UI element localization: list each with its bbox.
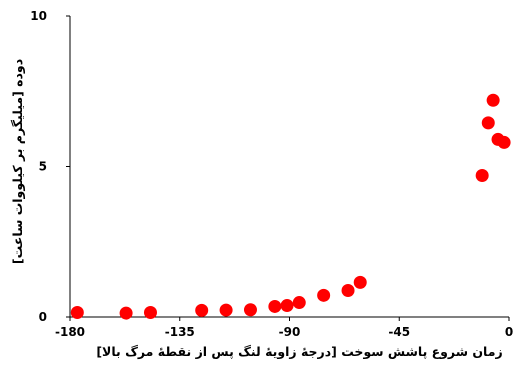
data-point bbox=[195, 303, 209, 317]
data-point bbox=[292, 296, 306, 310]
data-point bbox=[70, 305, 84, 319]
data-point bbox=[219, 303, 233, 317]
data-point bbox=[243, 303, 257, 317]
data-point bbox=[481, 116, 495, 130]
data-point bbox=[475, 169, 489, 183]
data-point bbox=[143, 305, 157, 319]
data-point bbox=[280, 299, 294, 313]
data-point bbox=[317, 288, 331, 302]
data-point bbox=[341, 284, 355, 298]
y-tick-label: 5 bbox=[39, 160, 47, 174]
y-tick-label: 0 bbox=[39, 310, 47, 324]
data-point bbox=[119, 306, 133, 320]
axes bbox=[66, 15, 510, 321]
x-tick-label: 0 bbox=[505, 325, 513, 339]
data-point bbox=[268, 299, 282, 313]
x-axis-title: زمان شروع پاشش سوخت [درجهٔ زاویهٔ لنگ پس… bbox=[96, 343, 502, 359]
tick-labels: 0 5 10 -180 -135 -90 -45 0 bbox=[30, 9, 513, 339]
data-point bbox=[497, 135, 511, 149]
x-tick-label: -45 bbox=[388, 325, 410, 339]
x-tick-label: -90 bbox=[279, 325, 301, 339]
y-axis-title: دوده [میلیگرم بر کیلووات ساعت] bbox=[10, 59, 26, 264]
x-tick-label: -180 bbox=[55, 325, 85, 339]
x-tick-label: -135 bbox=[165, 325, 195, 339]
data-points bbox=[70, 93, 511, 320]
data-point bbox=[486, 93, 500, 107]
y-tick-label: 10 bbox=[30, 9, 47, 23]
data-point bbox=[353, 275, 367, 289]
